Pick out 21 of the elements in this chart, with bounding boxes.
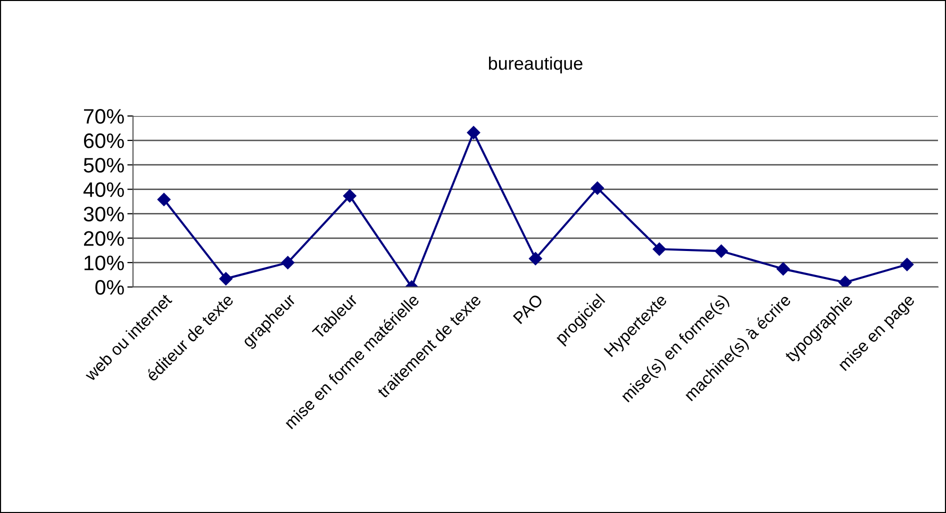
y-tick-label: 10% [84,256,124,270]
point [281,256,294,270]
point [219,272,232,286]
point [776,262,790,276]
y-tick-label: 20% [84,231,124,246]
point [714,244,728,258]
y-tick-label: 60% [84,133,124,148]
point [528,252,542,266]
chart-title: bureautique [488,56,582,74]
point [343,189,356,202]
point [157,192,171,206]
y-tick-label: 70% [84,109,124,124]
y-tick-label: 0% [95,280,124,295]
point [652,242,666,256]
y-tick-label: 40% [83,182,124,198]
y-tick-label: 30% [84,206,124,222]
point [466,126,480,140]
point [900,258,914,272]
point [590,181,604,195]
point [838,276,852,287]
y-tick-label: 50% [84,158,124,173]
